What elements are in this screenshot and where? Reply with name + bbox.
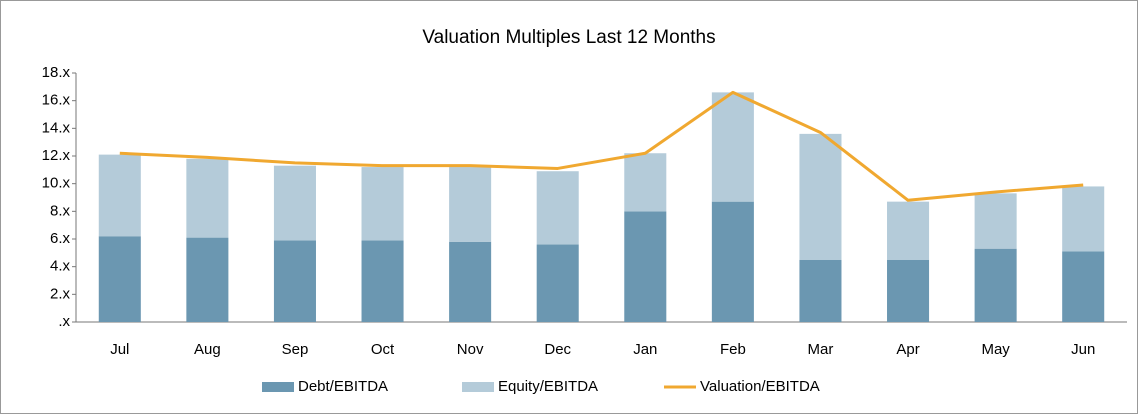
- x-tick-label: Apr: [896, 341, 919, 358]
- x-tick-label: Sep: [282, 341, 309, 358]
- y-tick-label: 12.x: [42, 147, 71, 164]
- x-tick-label: Aug: [194, 341, 221, 358]
- bar: [887, 201, 930, 260]
- bar: [624, 211, 667, 322]
- bar: [449, 241, 492, 322]
- bar: [361, 167, 404, 241]
- x-tick-label: Nov: [457, 341, 484, 358]
- x-tick-label: Jun: [1071, 341, 1095, 358]
- bar: [974, 193, 1017, 249]
- y-tick-label: 18.x: [42, 64, 71, 81]
- chart-title: Valuation Multiples Last 12 Months: [422, 27, 715, 48]
- bar: [273, 165, 316, 241]
- x-tick-label: Mar: [808, 341, 834, 358]
- y-tick-label: 8.x: [50, 202, 71, 219]
- bar: [799, 259, 842, 322]
- legend-label: Valuation/EBITDA: [700, 378, 820, 395]
- y-tick-label: 10.x: [42, 175, 71, 192]
- bar: [186, 158, 229, 238]
- bar: [711, 201, 754, 322]
- bar: [974, 248, 1017, 322]
- y-tick-label: 2.x: [50, 285, 71, 302]
- bar: [624, 153, 667, 212]
- legend-swatch: [262, 382, 294, 392]
- bar: [273, 240, 316, 322]
- y-tick-label: 4.x: [50, 258, 71, 275]
- legend-label: Equity/EBITDA: [498, 378, 598, 395]
- y-tick-label: 6.x: [50, 230, 71, 247]
- bar: [536, 171, 579, 245]
- bar: [536, 244, 579, 322]
- bar: [1062, 186, 1105, 252]
- x-tick-label: Oct: [371, 341, 395, 358]
- x-tick-label: Dec: [544, 341, 571, 358]
- x-tick-label: Jul: [110, 341, 129, 358]
- bar: [186, 237, 229, 322]
- bar: [887, 259, 930, 322]
- x-tick-label: Jan: [633, 341, 657, 358]
- bar: [449, 167, 492, 242]
- x-tick-label: May: [981, 341, 1010, 358]
- y-tick-label: .x: [58, 313, 70, 330]
- legend-label: Debt/EBITDA: [298, 378, 388, 395]
- y-tick-label: 14.x: [42, 119, 71, 136]
- y-tick-label: 16.x: [42, 92, 71, 109]
- bar: [799, 133, 842, 260]
- bar: [98, 236, 141, 322]
- bar: [1062, 251, 1105, 322]
- bar: [711, 92, 754, 202]
- bar: [361, 240, 404, 322]
- legend-swatch: [462, 382, 494, 392]
- x-tick-label: Feb: [720, 341, 746, 358]
- line: [119, 90, 1084, 202]
- bar: [98, 154, 141, 237]
